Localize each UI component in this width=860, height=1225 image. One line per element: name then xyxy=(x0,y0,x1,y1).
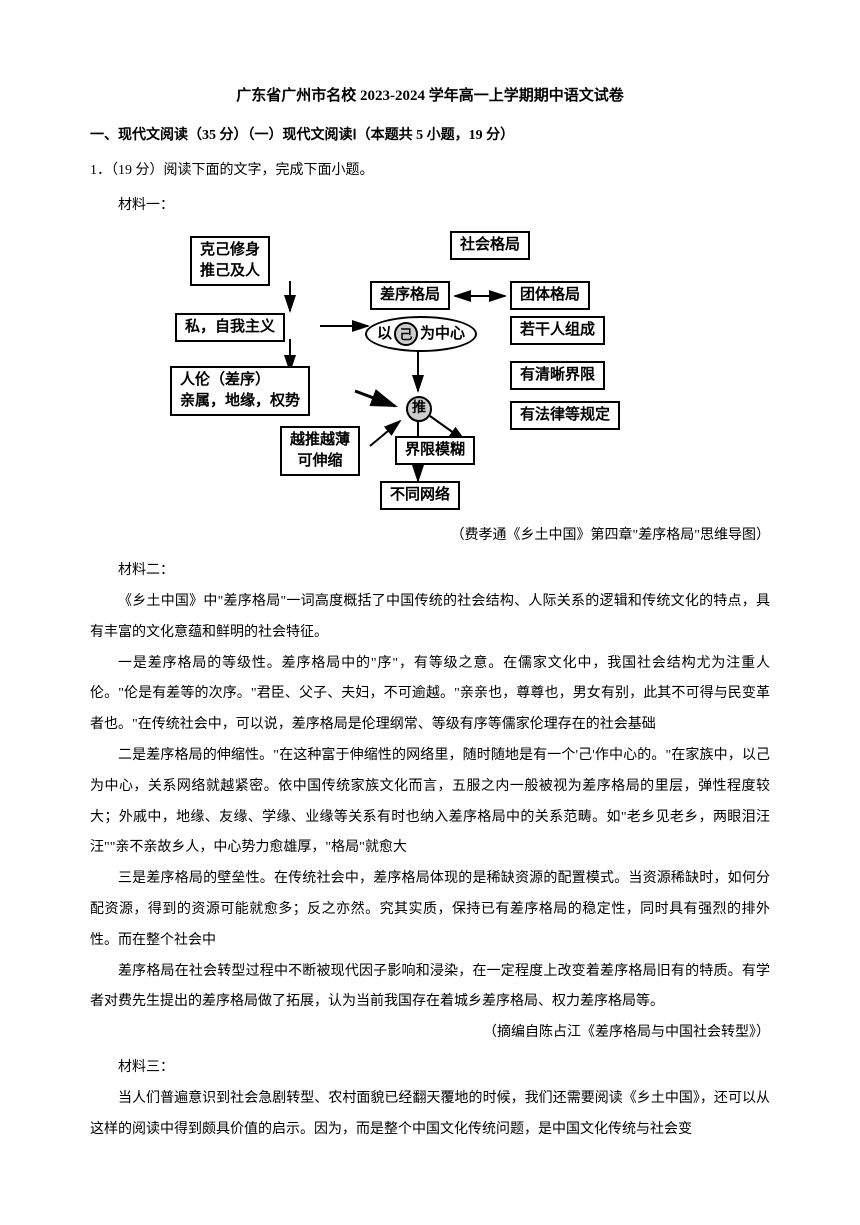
mind-map-diagram: 社会格局 克己修身 推己及人 差序格局 团体格局 私，自我主义 以 己 为中心 … xyxy=(170,231,670,511)
node-egoism: 私，自我主义 xyxy=(175,313,285,342)
m2-para4: 三是差序格局的壁垒性。在传统社会中，差序格局体现的是稀缺资源的配置模式。当资源稀… xyxy=(90,864,770,956)
node-different-network: 不同网络 xyxy=(380,481,460,510)
diagram-citation: （费孝通《乡土中国》第四章"差序格局"思维导图） xyxy=(90,521,770,552)
node-group-members: 若干人组成 xyxy=(510,316,605,345)
node-fuzzy-boundary: 界限模糊 xyxy=(395,436,475,465)
m2-para5: 差序格局在社会转型过程中不断被现代因子影响和浸染，在一定程度上改变着差序格局旧有… xyxy=(90,957,770,1019)
ellipse-suffix: 为中心 xyxy=(420,325,465,343)
page-title: 广东省广州市名校 2023-2024 学年高一上学期期中语文试卷 xyxy=(90,80,770,113)
renlun-line2: 亲属，地缘，权势 xyxy=(180,391,300,412)
node-tui-circle: 推 xyxy=(406,396,432,422)
ellipse-circle: 己 xyxy=(394,322,418,346)
m2-citation: （摘编自陈占江《差序格局与中国社会转型》） xyxy=(90,1018,770,1049)
material3-label: 材料三： xyxy=(90,1053,770,1084)
node-self-center: 以 己 为中心 xyxy=(365,316,477,352)
material1-label: 材料一： xyxy=(90,191,770,222)
m3-para1: 当人们普遍意识到社会急剧转型、农村面貌已经翻天覆地的时候，我们还需要阅读《乡土中… xyxy=(90,1084,770,1146)
node-shrinkable: 越推越薄 可伸缩 xyxy=(280,426,360,476)
material2-label: 材料二： xyxy=(90,556,770,587)
node-law-rules: 有法律等规定 xyxy=(510,401,620,430)
node-renlun: 人伦（差序） 亲属，地缘，权势 xyxy=(170,366,310,416)
section-header: 一、现代文阅读（35 分）（一）现代文阅读Ⅰ（本题共 5 小题，19 分） xyxy=(90,121,770,152)
node-tuanti-geju: 团体格局 xyxy=(510,281,590,310)
question-intro: 1．（19 分）阅读下面的文字，完成下面小题。 xyxy=(90,156,770,187)
m2-para1: 《乡土中国》中"差序格局"一词高度概括了中国传统的社会结构、人际关系的逻辑和传统… xyxy=(90,587,770,649)
node-chaxu-geju: 差序格局 xyxy=(370,281,450,310)
node-self-cultivation: 克己修身 推己及人 xyxy=(190,236,270,286)
ellipse-prefix: 以 xyxy=(377,325,392,343)
node-clear-boundary: 有清晰界限 xyxy=(510,361,605,390)
node-social-pattern: 社会格局 xyxy=(450,231,530,260)
renlun-line1: 人伦（差序） xyxy=(180,370,300,391)
m2-para2: 一是差序格局的等级性。差序格局中的"序"，有等级之意。在儒家文化中，我国社会结构… xyxy=(90,649,770,741)
m2-para3: 二是差序格局的伸缩性。"在这种富于伸缩性的网络里，随时随地是有一个'己'作中心的… xyxy=(90,741,770,864)
